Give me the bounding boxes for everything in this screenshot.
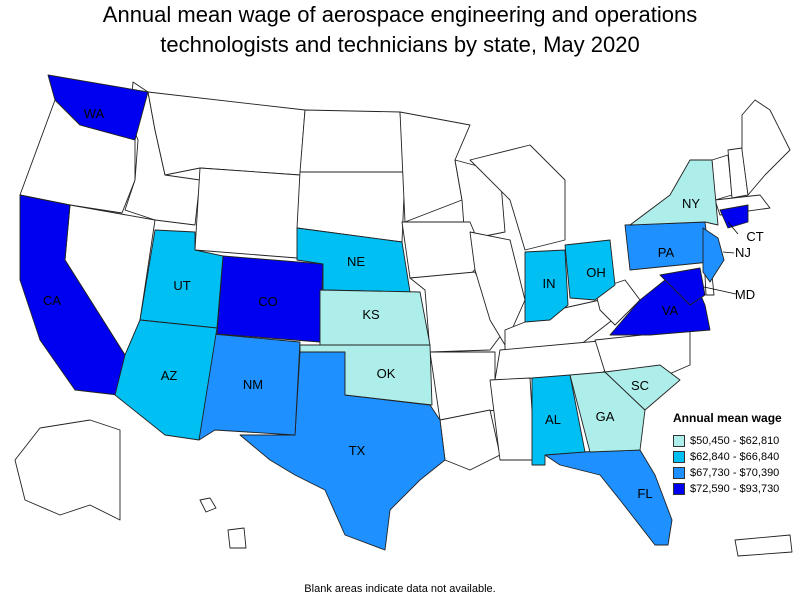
state-OH xyxy=(564,239,616,301)
label-TX: TX xyxy=(349,443,366,458)
label-WA: WA xyxy=(84,106,105,121)
state-MI xyxy=(469,144,566,251)
label-NY: NY xyxy=(682,196,700,211)
data-states xyxy=(19,74,749,551)
state-LA xyxy=(439,409,501,471)
legend-title: Annual mean wage xyxy=(673,411,782,425)
label-OH: OH xyxy=(586,265,606,280)
map-title: Annual mean wage of aerospace engineerin… xyxy=(0,0,800,60)
label-leaders xyxy=(703,221,739,295)
label-AZ: AZ xyxy=(161,368,178,383)
legend-label-4: $72,590 - $93,730 xyxy=(690,483,780,495)
label-NJ: NJ xyxy=(735,245,751,260)
label-CO: CO xyxy=(258,294,278,309)
legend-label-1: $50,450 - $62,810 xyxy=(690,435,780,447)
territory-PR xyxy=(734,534,793,557)
legend-label-2: $62,840 - $66,840 xyxy=(690,451,780,463)
label-OK: OK xyxy=(377,366,396,381)
state-AZ xyxy=(114,319,218,441)
label-VA: VA xyxy=(662,303,679,318)
state-labels: WA CA CO VA CT MD TX NM FL PA NJ UT AZ N… xyxy=(43,106,764,501)
legend: Annual mean wage $50,450 - $62,810 $62,8… xyxy=(673,411,798,497)
label-KS: KS xyxy=(362,307,380,322)
state-GA xyxy=(569,371,646,453)
label-PA: PA xyxy=(658,245,675,260)
state-IN xyxy=(524,249,569,323)
state-SC xyxy=(604,364,681,411)
legend-swatch-2 xyxy=(673,451,685,463)
label-MD: MD xyxy=(735,287,755,302)
legend-item-4: $72,590 - $93,730 xyxy=(673,481,798,497)
state-NJ xyxy=(702,227,725,283)
label-UT: UT xyxy=(173,278,190,293)
label-NM: NM xyxy=(243,377,263,392)
label-GA: GA xyxy=(596,409,615,424)
state-WA xyxy=(47,74,149,141)
legend-item-1: $50,450 - $62,810 xyxy=(673,433,798,449)
label-IN: IN xyxy=(543,276,556,291)
label-FL: FL xyxy=(637,486,652,501)
map-title-line-1: Annual mean wage of aerospace engineerin… xyxy=(102,2,698,27)
label-CA: CA xyxy=(43,293,61,308)
state-HI xyxy=(199,497,247,549)
state-ND xyxy=(299,109,406,173)
state-CT xyxy=(719,204,749,229)
state-NY xyxy=(629,159,719,226)
state-OK xyxy=(299,344,433,406)
label-NE: NE xyxy=(347,254,365,269)
state-MD xyxy=(659,267,706,306)
state-AK xyxy=(14,419,121,521)
state-MT xyxy=(147,91,306,176)
leader-NJ xyxy=(722,251,735,254)
legend-swatch-4 xyxy=(673,483,685,495)
legend-swatch-3 xyxy=(673,467,685,479)
legend-swatch-1 xyxy=(673,435,685,447)
leader-CT xyxy=(727,221,739,235)
state-FL xyxy=(544,449,673,546)
legend-item-3: $67,730 - $70,390 xyxy=(673,465,798,481)
state-ME xyxy=(741,99,791,196)
footnote: Blank areas indicate data not available. xyxy=(304,583,496,595)
legend-label-3: $67,730 - $70,390 xyxy=(690,467,780,479)
label-AL: AL xyxy=(545,412,561,427)
leader-MD xyxy=(703,286,737,295)
label-SC: SC xyxy=(631,378,649,393)
map-title-line-2: technologists and technicians by state, … xyxy=(160,32,640,57)
state-AR xyxy=(429,351,496,421)
state-WY xyxy=(194,167,301,259)
label-CT: CT xyxy=(746,229,763,244)
legend-item-2: $62,840 - $66,840 xyxy=(673,449,798,465)
